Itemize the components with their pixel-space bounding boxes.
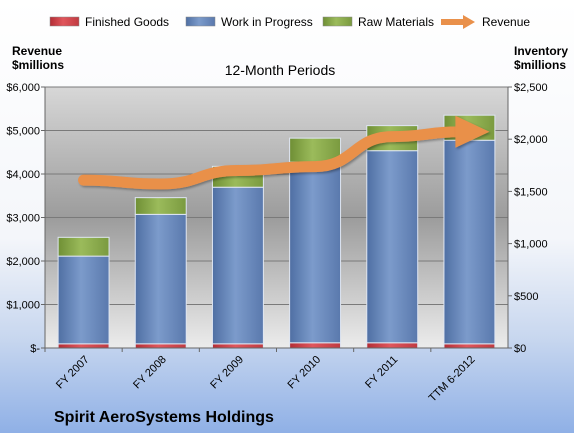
legend: Finished Goods Work in Progress Raw Materi… — [49, 15, 530, 29]
bar-finished-goods — [57, 343, 110, 349]
legend-label-revenue: Revenue — [482, 15, 530, 29]
right-axis-tick-label: $0 — [514, 343, 526, 355]
chart-subtitle: 12-Month Periods — [225, 62, 336, 78]
legend-swatch-work-in-progress — [185, 16, 216, 27]
bar-work-in-progress — [366, 150, 419, 344]
left-axis-tick-label: $- — [30, 343, 40, 355]
legend-label-work-in-progress: Work in Progress — [221, 15, 313, 29]
bar-raw-materials — [289, 137, 342, 163]
bar-work-in-progress — [134, 213, 187, 345]
left-axis-tick-label: $3,000 — [6, 213, 40, 225]
right-axis-title-line2: $millions — [514, 58, 566, 72]
left-axis-tick-label: $5,000 — [6, 126, 40, 138]
legend-arrowhead-revenue — [463, 15, 475, 29]
bar-finished-goods — [289, 342, 342, 349]
bar-finished-goods — [366, 342, 419, 349]
revenue-line-path — [78, 126, 467, 190]
left-axis-title-line1: Revenue — [12, 44, 62, 58]
right-axis-tick-label: $2,000 — [514, 134, 548, 146]
bar-work-in-progress — [211, 186, 264, 345]
bar-finished-goods — [134, 343, 187, 349]
right-axis-tick-label: $1,000 — [514, 239, 548, 251]
bar-work-in-progress — [57, 255, 110, 345]
bar-work-in-progress — [443, 139, 496, 345]
bar-finished-goods — [443, 343, 496, 349]
left-axis-tick-label: $6,000 — [6, 82, 40, 94]
right-axis-tick-label: $2,500 — [514, 82, 548, 94]
legend-label-raw-materials: Raw Materials — [358, 15, 434, 29]
revenue-line-arrowhead — [455, 115, 490, 148]
legend-swatch-finished-goods — [49, 16, 80, 27]
bar-raw-materials — [57, 236, 110, 257]
legend-swatch-raw-materials — [322, 16, 353, 27]
right-axis-tick-label: $500 — [514, 291, 538, 303]
left-axis-tick-label: $2,000 — [6, 256, 40, 268]
legend-label-finished-goods: Finished Goods — [85, 15, 169, 29]
bar-raw-materials — [134, 197, 187, 215]
left-axis-title-line2: $millions — [12, 58, 64, 72]
left-axis-tick-label: $1,000 — [6, 300, 40, 312]
bar-work-in-progress — [289, 161, 342, 344]
bar-finished-goods — [211, 343, 264, 349]
left-axis-tick-label: $4,000 — [6, 169, 40, 181]
right-axis-title-line1: Inventory — [514, 44, 568, 58]
chart-title: Spirit AeroSystems Holdings — [54, 409, 274, 426]
right-axis-tick-label: $1,500 — [514, 186, 548, 198]
revenue-line — [78, 115, 490, 190]
